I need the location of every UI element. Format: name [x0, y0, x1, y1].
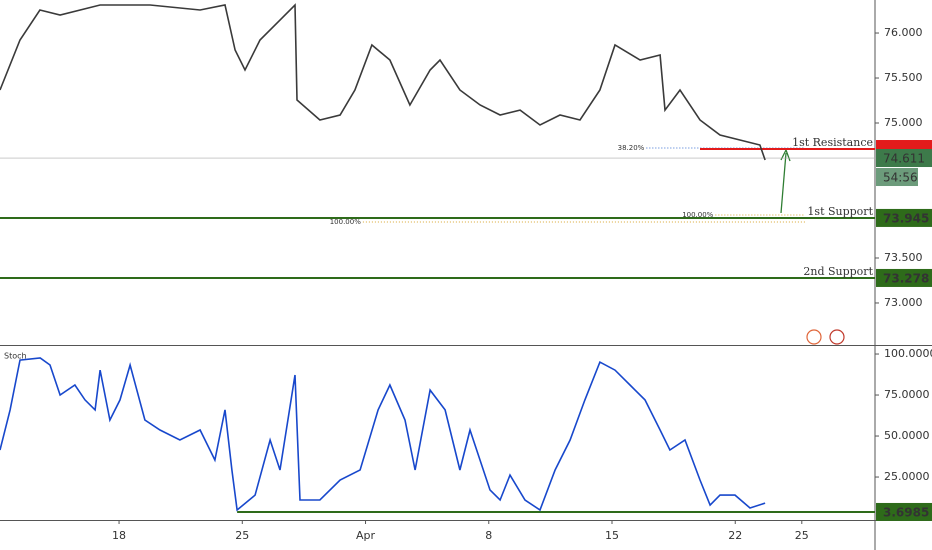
countdown: 54:56: [883, 171, 918, 185]
level-value: 73.278: [883, 271, 929, 285]
y-tick-label: 75.0000: [884, 388, 930, 401]
level-value: 3.6985: [883, 505, 929, 519]
x-tick-label: 15: [605, 529, 619, 542]
y-tick-label: 76.000: [884, 26, 923, 39]
level-name: 1st Resistance: [792, 136, 873, 149]
x-tick-label: 8: [485, 529, 492, 542]
x-tick-label: 25: [795, 529, 809, 542]
y-tick-label: 73.000: [884, 296, 923, 309]
fib-label: 100.00%: [330, 218, 361, 226]
fib-label: 100.00%: [682, 211, 713, 219]
countdown-box: [876, 168, 918, 187]
y-tick-label: 100.0000: [884, 347, 932, 360]
y-tick-label: 25.0000: [884, 470, 930, 483]
x-tick-label: 25: [235, 529, 249, 542]
series-line: [0, 357, 766, 512]
level-value-box: [876, 502, 932, 521]
level-name: 1st Support: [807, 205, 873, 218]
y-tick-label: 73.500: [884, 251, 923, 264]
level-name: 2nd Support: [803, 265, 873, 278]
last-price: 74.611: [883, 152, 925, 166]
y-tick-label: 75.500: [884, 71, 923, 84]
x-tick-label: 18: [112, 529, 126, 542]
x-tick-label: Apr: [356, 529, 376, 542]
level-value-box: [876, 208, 932, 227]
series-line: [0, 3, 766, 161]
y-tick-label: 75.000: [884, 116, 923, 129]
level-value: 73.945: [883, 211, 929, 225]
last-price-box: [876, 149, 932, 168]
indicator-title: Stoch: [4, 352, 27, 361]
x-tick-label: 22: [728, 529, 742, 542]
icons: [806, 329, 845, 345]
level-value-box: [876, 268, 932, 287]
y-tick-label: 50.0000: [884, 429, 930, 442]
fib-label: 38.20%: [618, 144, 645, 152]
